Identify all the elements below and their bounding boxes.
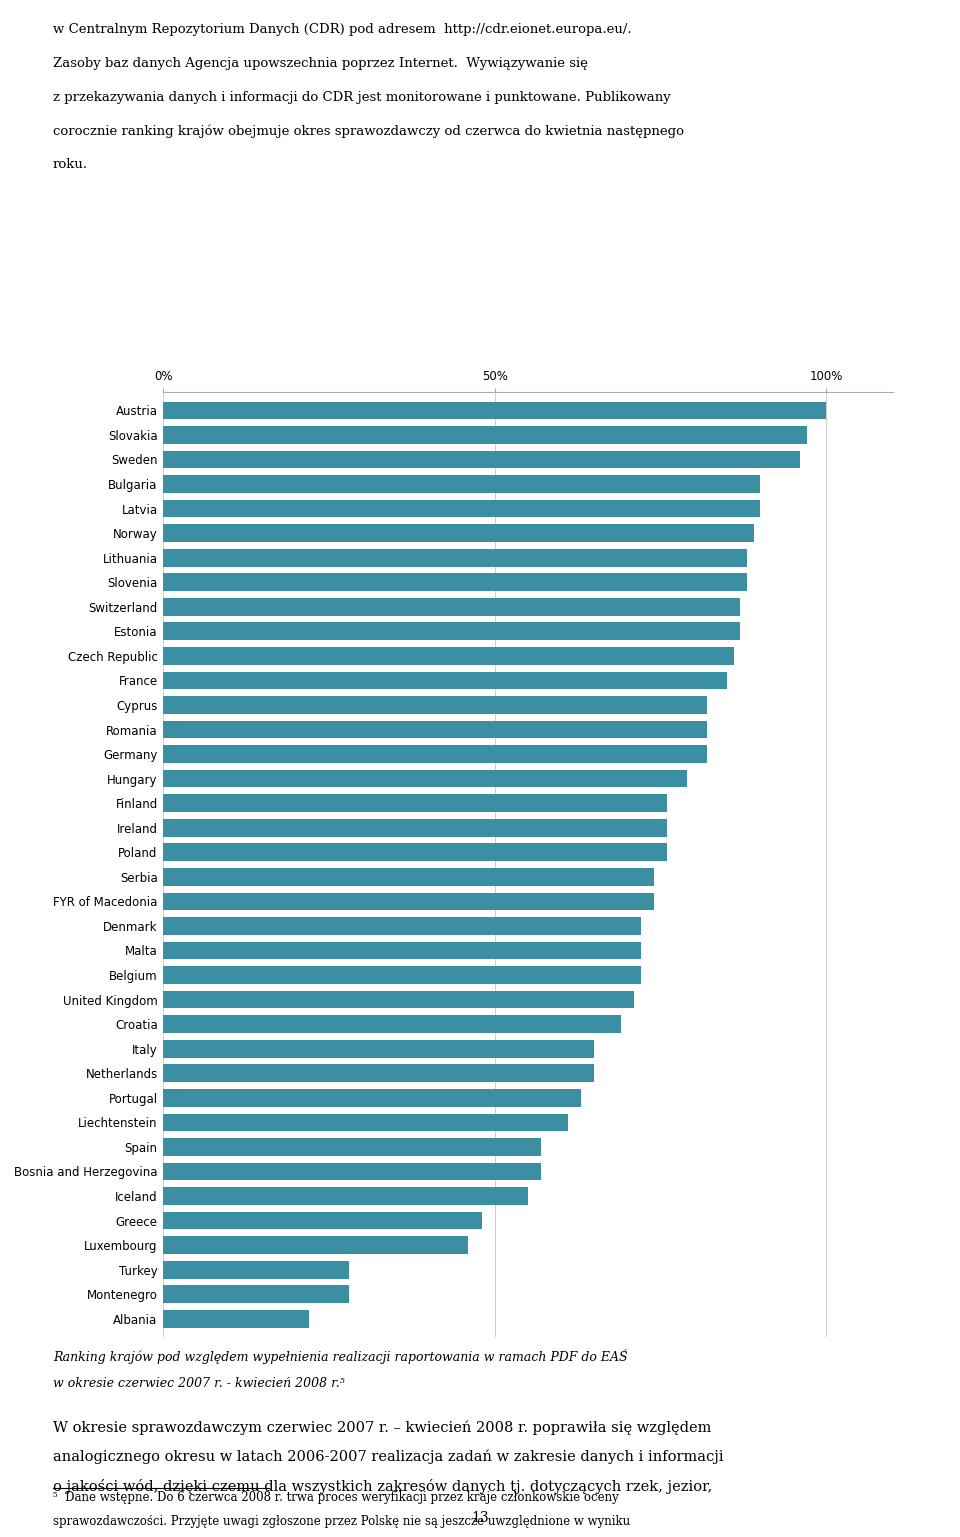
Bar	[163, 500, 760, 518]
Bar	[163, 1137, 541, 1156]
Bar	[163, 868, 654, 885]
Bar	[163, 1260, 348, 1279]
Text: roku.: roku.	[53, 158, 88, 171]
Text: analogicznego okresu w latach 2006-2007 realizacja zadań w zakresie danych i inf: analogicznego okresu w latach 2006-2007 …	[53, 1449, 724, 1463]
Bar	[163, 819, 667, 836]
Bar	[163, 647, 733, 664]
Bar	[163, 1310, 309, 1328]
Bar	[163, 1016, 621, 1033]
Bar	[163, 549, 747, 567]
Text: o jakości wód, dzięki czemu dla wszystkich zakresów danych tj. dotyczących rzek,: o jakości wód, dzięki czemu dla wszystki…	[53, 1479, 712, 1494]
Bar	[163, 598, 740, 616]
Bar	[163, 1211, 482, 1230]
Bar	[163, 1162, 541, 1180]
Bar	[163, 696, 708, 713]
Text: W okresie sprawozdawczym czerwiec 2007 r. – kwiecień 2008 r. poprawiła się wzglę: W okresie sprawozdawczym czerwiec 2007 r…	[53, 1420, 711, 1434]
Bar	[163, 795, 667, 812]
Bar	[163, 721, 708, 738]
Bar	[163, 918, 640, 934]
Bar	[163, 524, 754, 543]
Bar	[163, 1113, 567, 1131]
Bar	[163, 1090, 581, 1107]
Text: Zasoby baz danych Agencja upowszechnia poprzez Internet.  Wywiązywanie się: Zasoby baz danych Agencja upowszechnia p…	[53, 57, 588, 69]
Bar	[163, 426, 806, 444]
Bar	[163, 450, 800, 469]
Bar	[163, 672, 727, 689]
Bar	[163, 401, 827, 420]
Text: 13: 13	[471, 1511, 489, 1525]
Bar	[163, 573, 747, 592]
Bar	[163, 745, 708, 762]
Bar	[163, 893, 654, 910]
Bar	[163, 1065, 594, 1082]
Bar	[163, 942, 640, 959]
Bar	[163, 991, 635, 1008]
Text: w Centralnym Repozytorium Danych (CDR) pod adresem  http://cdr.eionet.europa.eu/: w Centralnym Repozytorium Danych (CDR) p…	[53, 23, 632, 35]
Text: Ranking krajów pod względem wypełnienia realizacji raportowania w ramach PDF do : Ranking krajów pod względem wypełnienia …	[53, 1349, 628, 1365]
Bar	[163, 1236, 468, 1254]
Bar	[163, 844, 667, 861]
Bar	[163, 475, 760, 493]
Bar	[163, 1041, 594, 1057]
Text: sprawozdawczości. Przyjęte uwagi zgłoszone przez Polskę nie są jeszcze uwzględni: sprawozdawczości. Przyjęte uwagi zgłoszo…	[53, 1515, 630, 1528]
Text: z przekazywania danych i informacji do CDR jest monitorowane i punktowane. Publi: z przekazywania danych i informacji do C…	[53, 91, 670, 103]
Bar	[163, 770, 687, 787]
Bar	[163, 1285, 348, 1303]
Text: corocznie ranking krajów obejmuje okres sprawozdawczy od czerwca do kwietnia nas: corocznie ranking krajów obejmuje okres …	[53, 124, 684, 138]
Bar	[163, 967, 640, 984]
Text: w okresie czerwiec 2007 r. - kwiecień 2008 r.⁵: w okresie czerwiec 2007 r. - kwiecień 20…	[53, 1377, 345, 1389]
Text: ⁵  Dane wstępne. Do 6 czerwca 2008 r. trwa proces weryfikacji przez kraje członk: ⁵ Dane wstępne. Do 6 czerwca 2008 r. trw…	[53, 1491, 618, 1503]
Bar	[163, 622, 740, 639]
Bar	[163, 1187, 528, 1205]
